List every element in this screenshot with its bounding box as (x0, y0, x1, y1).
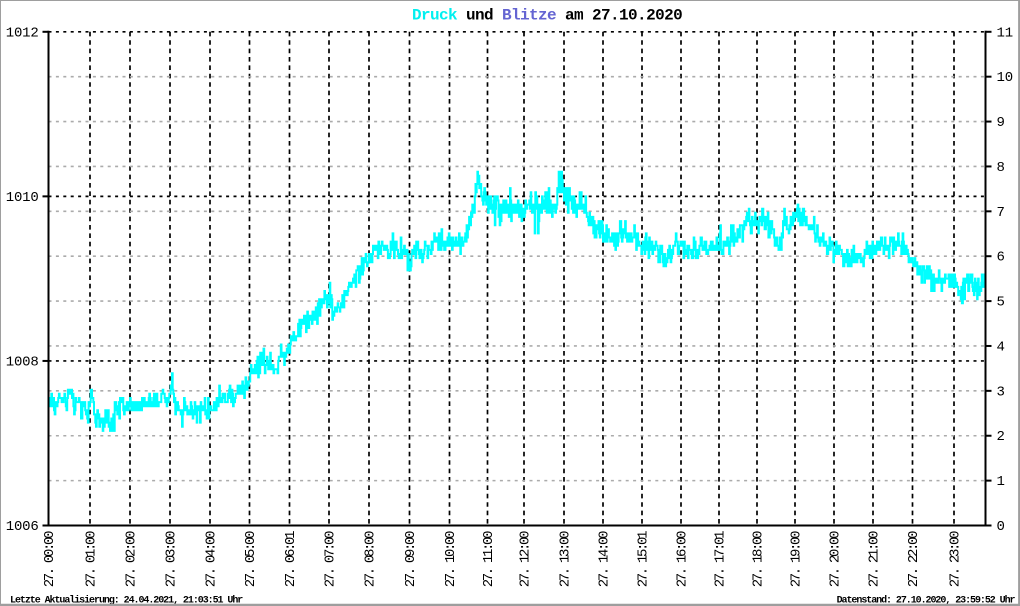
svg-text:1008: 1008 (6, 354, 39, 370)
svg-text:27. 14:00: 27. 14:00 (597, 531, 613, 587)
svg-text:27. 11:00: 27. 11:00 (481, 531, 497, 587)
svg-text:11: 11 (997, 25, 1013, 41)
svg-text:1012: 1012 (6, 25, 39, 41)
svg-text:27. 10:00: 27. 10:00 (443, 531, 459, 587)
svg-text:27. 18:00: 27. 18:00 (751, 531, 767, 587)
svg-text:1006: 1006 (6, 519, 39, 535)
svg-text:4: 4 (997, 340, 1005, 356)
svg-text:2: 2 (997, 429, 1005, 445)
svg-text:5: 5 (997, 295, 1005, 311)
svg-text:27. 00:00: 27. 00:00 (42, 531, 58, 587)
svg-text:Druck und Blitze am 27.10.2020: Druck und Blitze am 27.10.2020 (412, 6, 682, 24)
svg-text:27. 21:00: 27. 21:00 (867, 531, 883, 587)
svg-text:27. 06:01: 27. 06:01 (283, 531, 299, 587)
svg-text:27. 23:00: 27. 23:00 (948, 531, 964, 587)
svg-text:27. 04:00: 27. 04:00 (204, 531, 220, 587)
svg-text:Datenstand: 27.10.2020, 23:59:: Datenstand: 27.10.2020, 23:59:52 Uhr (837, 594, 1016, 606)
svg-text:27. 19:00: 27. 19:00 (789, 531, 805, 587)
svg-text:6: 6 (997, 250, 1005, 266)
svg-text:1010: 1010 (6, 190, 39, 206)
svg-text:0: 0 (997, 519, 1005, 535)
svg-text:9: 9 (997, 115, 1005, 131)
svg-text:27. 01:00: 27. 01:00 (84, 531, 100, 587)
svg-text:27. 13:00: 27. 13:00 (558, 531, 574, 587)
svg-text:3: 3 (997, 384, 1005, 400)
svg-text:27. 07:00: 27. 07:00 (323, 531, 339, 587)
svg-text:1: 1 (997, 474, 1005, 490)
svg-text:27. 22:00: 27. 22:00 (906, 531, 922, 587)
svg-text:Letzte Aktualisierung: 24.04.2: Letzte Aktualisierung: 24.04.2021, 21:03… (10, 594, 243, 606)
svg-text:7: 7 (997, 205, 1005, 221)
svg-text:27. 15:01: 27. 15:01 (636, 531, 652, 587)
svg-text:10: 10 (997, 70, 1013, 86)
svg-text:27. 08:00: 27. 08:00 (363, 531, 379, 587)
svg-text:27. 17:01: 27. 17:01 (713, 531, 729, 587)
svg-text:27. 03:00: 27. 03:00 (164, 531, 180, 587)
svg-text:27. 20:00: 27. 20:00 (828, 531, 844, 587)
svg-text:27. 16:00: 27. 16:00 (675, 531, 691, 587)
svg-text:27. 09:00: 27. 09:00 (403, 531, 419, 587)
svg-text:27. 02:00: 27. 02:00 (124, 531, 140, 587)
svg-text:27. 12:00: 27. 12:00 (518, 531, 534, 587)
svg-text:27. 05:00: 27. 05:00 (243, 531, 259, 587)
svg-text:8: 8 (997, 160, 1005, 176)
